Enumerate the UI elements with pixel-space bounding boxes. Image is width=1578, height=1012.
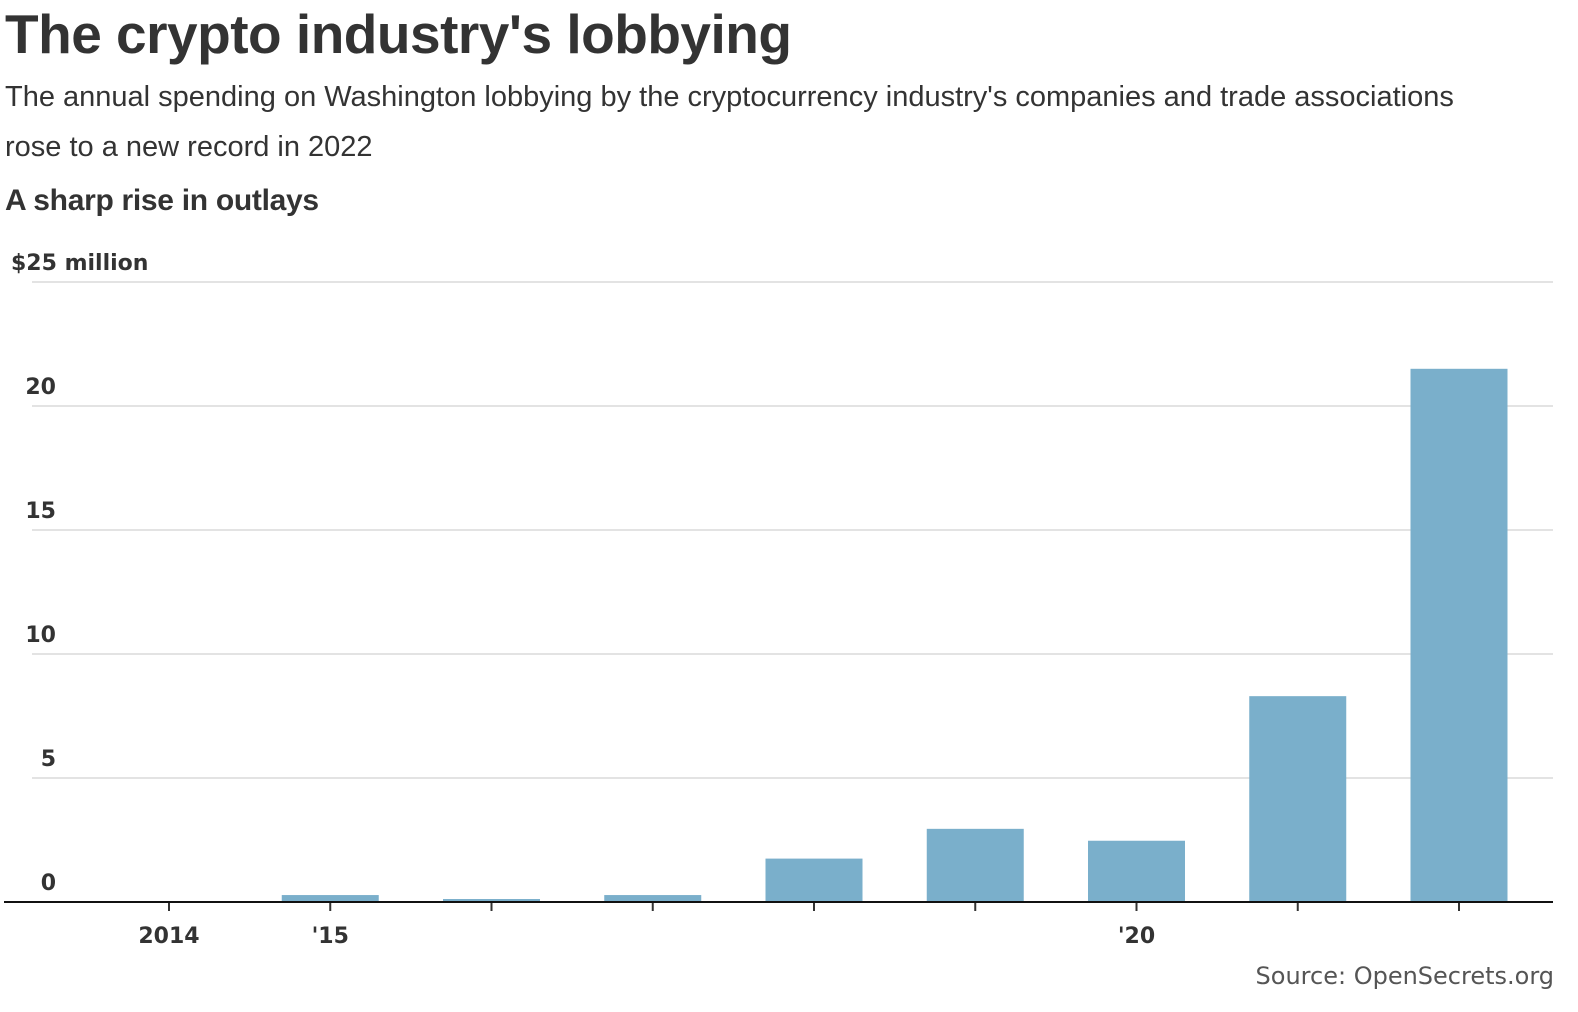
- bar-2018: [765, 858, 863, 902]
- y-tick-label: 0: [41, 871, 56, 896]
- bar-2016: [443, 899, 540, 902]
- y-tick-label: 5: [41, 747, 56, 772]
- bar-2015: [281, 895, 379, 902]
- bar-2020: [1088, 840, 1185, 902]
- source-note: Source: OpenSecrets.org: [1255, 962, 1554, 990]
- y-tick-label: 15: [25, 499, 56, 524]
- x-tick-label: '15: [312, 924, 349, 949]
- y-tick-label: $25 million: [11, 251, 148, 276]
- bars: [120, 368, 1508, 903]
- chart-title: The crypto industry's lobbying: [5, 3, 792, 65]
- x-tick-label: '20: [1118, 924, 1155, 949]
- y-tick-label: 10: [25, 623, 56, 648]
- y-axis-labels: 0 5 10 15 20 $25 million: [11, 251, 148, 896]
- bar-2022: [1410, 368, 1508, 902]
- y-tick-label: 20: [25, 375, 56, 400]
- bar-2021: [1249, 696, 1347, 902]
- bar-2017: [604, 895, 702, 902]
- chart-subtitle: The annual spending on Washington lobbyi…: [5, 81, 1454, 163]
- section-title: A sharp rise in outlays: [5, 184, 319, 217]
- bar-2019: [926, 828, 1024, 902]
- x-tick-label: 2014: [138, 924, 199, 949]
- x-axis: 2014 '15 '20: [4, 901, 1553, 949]
